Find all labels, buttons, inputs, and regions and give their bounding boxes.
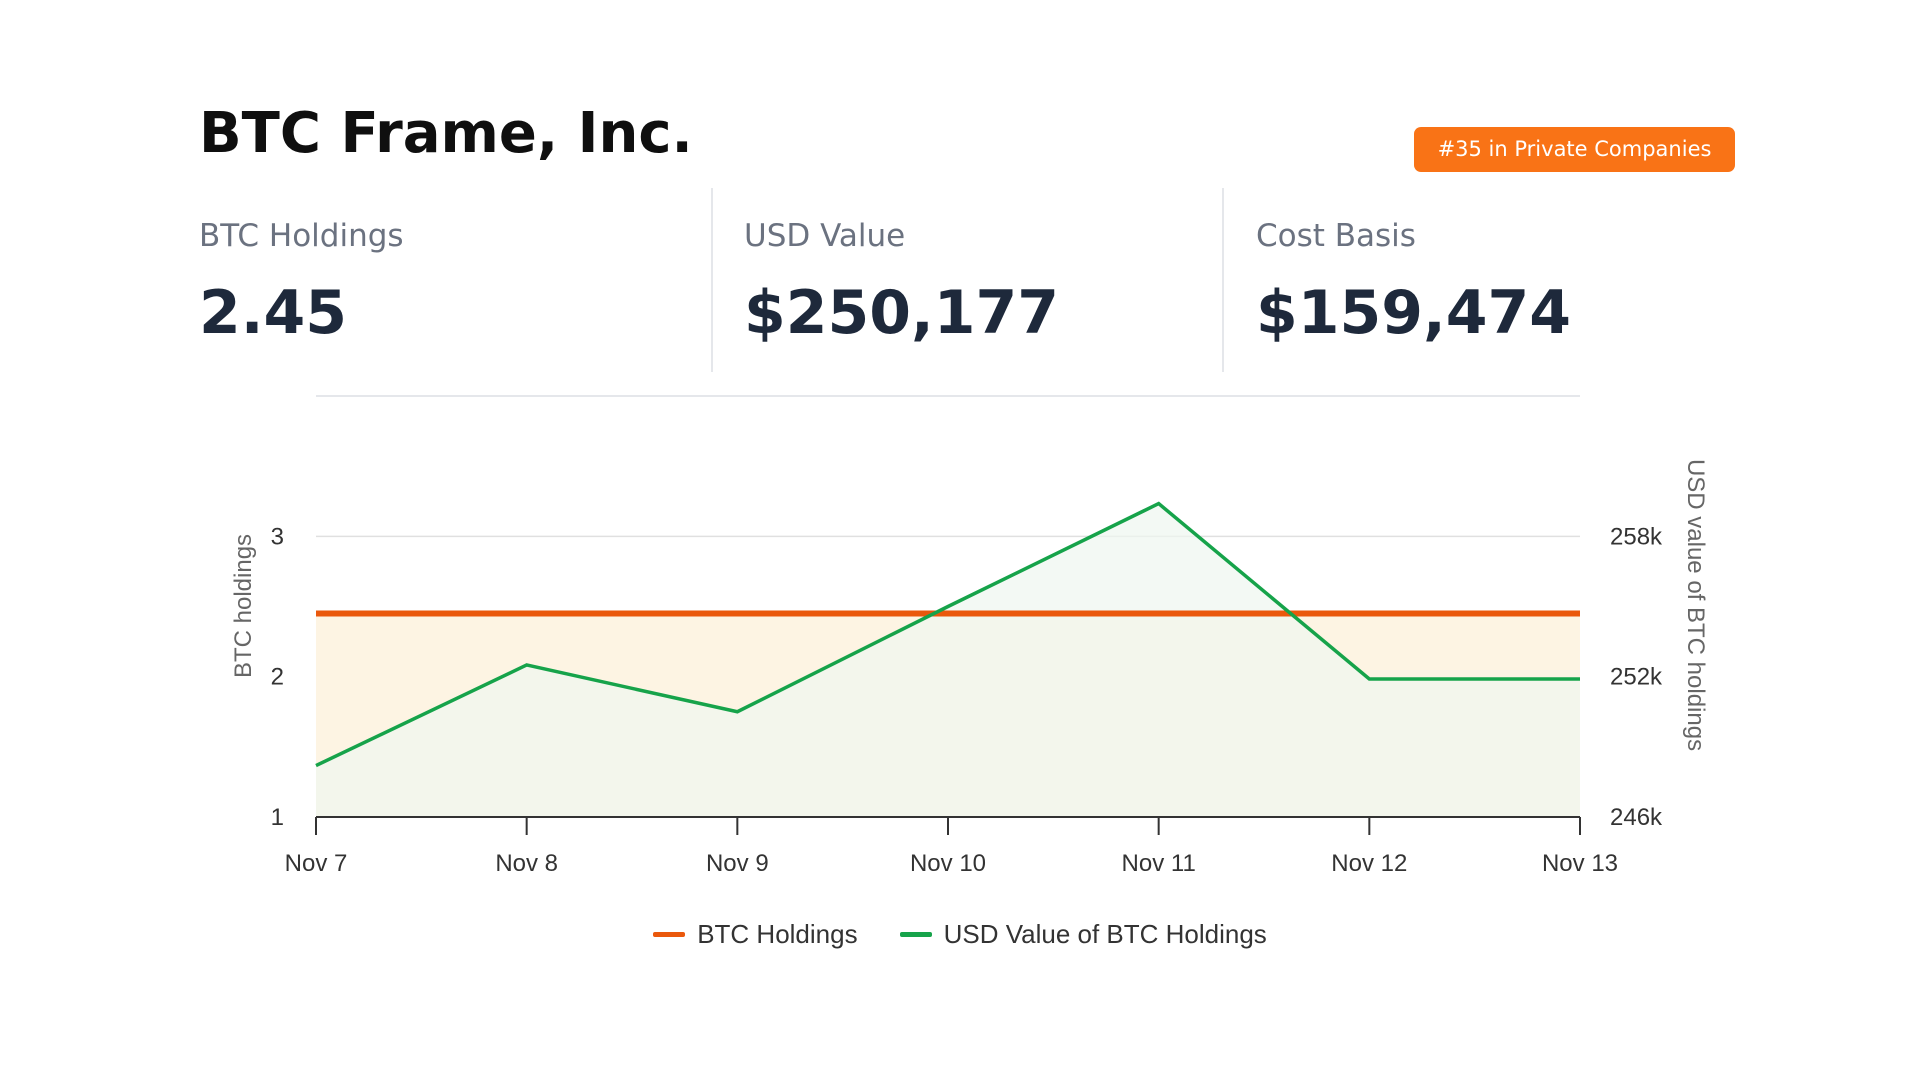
usd-value-line	[315, 501, 1580, 768]
y-right-tick-label: 246k	[1610, 804, 1663, 831]
y-right-tick-label: 258k	[1610, 523, 1663, 550]
y-left-axis-title: BTC holdings	[230, 534, 257, 678]
stat-btc-holdings-value: 2.45	[199, 278, 348, 348]
x-tick-label: Nov 9	[706, 850, 769, 877]
chart-legend: BTC Holdings USD Value of BTC Holdings	[0, 916, 1920, 952]
legend-item-btc-holdings[interactable]: BTC Holdings	[653, 916, 858, 952]
stat-btc-holdings-label: BTC Holdings	[199, 218, 404, 254]
legend-swatch-btc-holdings	[653, 931, 686, 937]
stat-usd-value-value: $250,177	[744, 278, 1060, 348]
stat-usd-value-label: USD Value	[744, 218, 906, 254]
stat-divider	[711, 188, 713, 372]
x-tick-label: Nov 12	[1331, 850, 1407, 877]
company-title: BTC Frame, Inc.	[199, 101, 693, 166]
stat-cost-basis-label: Cost Basis	[1256, 218, 1416, 254]
y-left-tick-label: 2	[271, 664, 284, 691]
x-tick-label: Nov 13	[1542, 850, 1618, 877]
x-tick-label: Nov 10	[910, 850, 986, 877]
y-right-axis-title: USD value of BTC holdings	[1682, 459, 1709, 751]
legend-label-btc-holdings: BTC Holdings	[697, 918, 858, 949]
x-tick-label: Nov 7	[285, 850, 348, 877]
y-left-tick-label: 1	[271, 804, 284, 831]
stat-divider	[1222, 188, 1224, 372]
usd-value-area	[316, 503, 1580, 817]
x-tick-label: Nov 8	[495, 850, 558, 877]
y-right-tick-label: 252k	[1610, 664, 1663, 691]
legend-label-usd-value: USD Value of BTC Holdings	[943, 918, 1267, 949]
legend-item-usd-value[interactable]: USD Value of BTC Holdings	[899, 916, 1267, 952]
stat-cost-basis-value: $159,474	[1256, 278, 1572, 348]
y-left-tick-label: 3	[271, 523, 284, 550]
legend-swatch-usd-value	[899, 931, 932, 937]
x-tick-label: Nov 11	[1122, 850, 1196, 877]
rank-badge[interactable]: #35 in Private Companies	[1414, 127, 1735, 172]
